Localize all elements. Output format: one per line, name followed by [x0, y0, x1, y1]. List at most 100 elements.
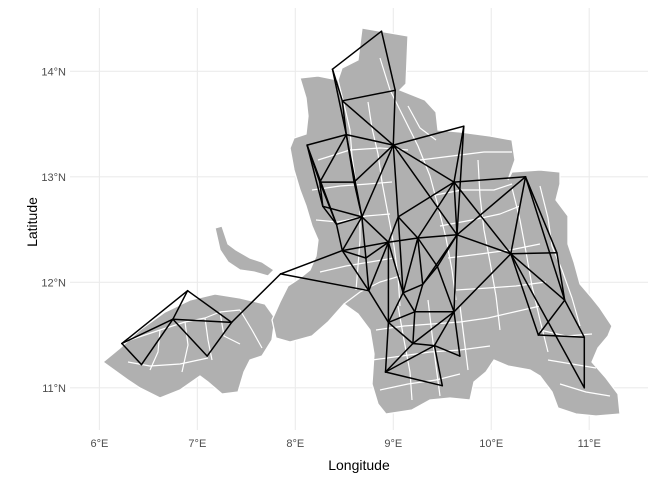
network-edge [331, 30, 383, 70]
network-edge [335, 216, 363, 226]
network-edge [537, 334, 586, 338]
x-tick-label: 11°E [578, 438, 601, 450]
network-edge [387, 241, 404, 294]
network-edge [537, 299, 566, 336]
network-edge [433, 344, 461, 357]
x-tick-label: 9°E [384, 438, 402, 450]
network-edge [341, 89, 396, 102]
y-tick-label: 11°N [42, 383, 66, 395]
network-edge [353, 144, 395, 183]
network-edge [319, 181, 324, 208]
network-edge [453, 253, 512, 313]
network-edge [453, 311, 461, 357]
network-edge [402, 283, 424, 294]
network-edge [387, 292, 404, 324]
network-edge [417, 237, 424, 286]
y-axis-title: Latitude [24, 197, 40, 247]
network-edge [453, 176, 527, 183]
network-edge [453, 125, 465, 183]
y-tick-label: 14°N [41, 66, 66, 78]
network-edge [392, 144, 399, 218]
network-edge [524, 176, 566, 301]
network-edge [510, 253, 566, 301]
network-edge [397, 181, 455, 218]
network-edge [392, 125, 465, 146]
network-edge [556, 252, 566, 301]
network-edge [417, 181, 455, 239]
network-edge [172, 289, 189, 320]
network-edge [417, 234, 458, 239]
network-edge [510, 176, 527, 255]
network-edge [353, 181, 363, 218]
network-edge [387, 311, 416, 324]
network-edge [384, 344, 436, 373]
network-edge [392, 144, 455, 183]
network-edge [361, 216, 367, 259]
network-edge [230, 273, 282, 324]
network-edge [387, 237, 419, 243]
network-edge [387, 216, 399, 243]
network-edge [387, 321, 414, 345]
network-edge [319, 133, 348, 183]
network-edge [453, 234, 458, 313]
network-edge [412, 342, 436, 347]
network-edge [433, 311, 455, 347]
network-edge [319, 181, 338, 226]
network-edge [121, 289, 189, 345]
network-edge [322, 205, 338, 226]
network-edge [331, 68, 344, 102]
network-edge [563, 299, 586, 338]
network-edge [436, 234, 458, 268]
network-edge [306, 144, 324, 208]
network-edges [121, 30, 586, 389]
network-edge [341, 249, 370, 292]
x-tick-label: 7°E [188, 438, 206, 450]
network-edge [341, 100, 395, 146]
network-edge [510, 253, 586, 389]
network-edge [453, 181, 458, 236]
network-edge [397, 216, 404, 294]
network-edge [140, 318, 174, 366]
network-edge [402, 237, 419, 294]
network-edge [436, 265, 455, 313]
network-edge [341, 216, 363, 252]
network-edge [397, 216, 419, 239]
y-tick-label: 13°N [41, 172, 66, 184]
network-edge [456, 234, 512, 255]
network-edge [392, 89, 396, 146]
network-edge [361, 216, 390, 243]
network-edge [414, 283, 424, 313]
network-edge [392, 144, 458, 236]
network-edge [335, 223, 344, 252]
x-axis-title: Longitude [328, 457, 390, 473]
network-edge [186, 289, 233, 324]
network-edge [322, 205, 363, 218]
region-west [101, 293, 276, 399]
network-edge [345, 133, 395, 146]
x-tick-label: 8°E [286, 438, 304, 450]
network-edge [368, 241, 390, 292]
network-edge [365, 257, 370, 292]
network-edge [361, 144, 395, 218]
y-tick-label: 12°N [41, 277, 66, 289]
network-edge [279, 273, 370, 292]
network-edge [402, 292, 416, 313]
network-edge [341, 249, 367, 259]
axes: 6°E 7°E 8°E 9°E 10°E 11°E 11°N 12°N 13°N 14°N [41, 66, 600, 450]
network-edge [417, 237, 439, 268]
network-edge [433, 344, 444, 387]
x-tick-label: 10°E [479, 438, 503, 450]
network-edge [206, 321, 233, 357]
network-edge [510, 253, 540, 336]
network-edge [384, 371, 444, 387]
network-edge [524, 176, 558, 254]
network-edge [172, 318, 233, 324]
network-edge [121, 318, 174, 345]
network-edge [384, 321, 390, 373]
network-edge [306, 133, 348, 146]
network-edge [453, 181, 512, 255]
network-edge [365, 241, 390, 259]
network-edge [279, 249, 344, 275]
network-edge [368, 289, 390, 324]
